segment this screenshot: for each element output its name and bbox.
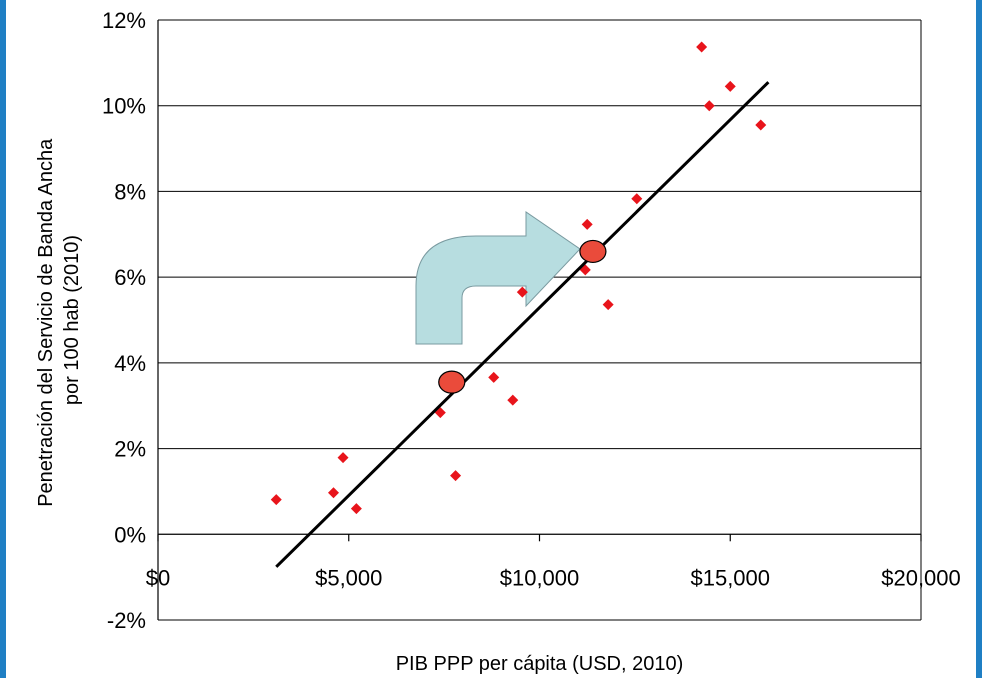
data-point xyxy=(703,100,715,112)
x-axis-label: PIB PPP per cápita (USD, 2010) xyxy=(396,653,684,675)
data-point xyxy=(350,503,362,515)
scatter-chart: -2% 0% 2% 4% 6% 8% 10% 12% $0 $5,000 $10,000 $15,0… xyxy=(35,8,961,675)
data-point xyxy=(696,41,708,53)
y-tick-label: 10% xyxy=(102,94,146,119)
data-point xyxy=(270,494,282,506)
x-tick-labels: $0 $5,000 $10,000 $15,000 $20,000 xyxy=(146,534,961,590)
y-axis-label: Penetración del Servicio de Banda Ancha … xyxy=(35,133,83,507)
y-tick-label: 6% xyxy=(114,265,146,290)
y-axis-label-line-1: Penetración del Servicio de Banda Ancha xyxy=(35,138,57,507)
trend-line xyxy=(275,81,770,568)
data-point xyxy=(450,470,462,482)
data-point xyxy=(337,452,349,464)
data-point xyxy=(755,119,767,131)
data-point xyxy=(516,286,528,298)
curved-arrow xyxy=(415,211,581,345)
data-point xyxy=(631,193,643,205)
grid-lines xyxy=(158,19,921,621)
highlight-marker xyxy=(579,239,607,264)
data-point xyxy=(581,218,593,230)
y-tick-label: 2% xyxy=(114,437,146,462)
data-point xyxy=(327,487,339,499)
x-tick-label: $20,000 xyxy=(881,565,961,590)
y-tick-label: 8% xyxy=(114,179,146,204)
data-point xyxy=(488,371,500,383)
y-axis-label-line-2: por 100 hab (2010) xyxy=(61,235,83,405)
axes xyxy=(157,20,922,621)
data-point xyxy=(507,394,519,406)
y-tick-label: 4% xyxy=(114,351,146,376)
data-point xyxy=(602,299,614,311)
x-tick-label: $10,000 xyxy=(500,565,580,590)
y-tick-label: 12% xyxy=(102,8,146,33)
x-tick-label: $0 xyxy=(146,565,170,590)
y-tick-label: 0% xyxy=(114,522,146,547)
x-tick-label: $15,000 xyxy=(690,565,770,590)
data-point xyxy=(724,80,736,92)
x-tick-label: $5,000 xyxy=(315,565,382,590)
data-points xyxy=(270,41,767,515)
highlight-markers xyxy=(438,239,607,394)
highlight-marker xyxy=(438,370,466,394)
y-tick-labels: -2% 0% 2% 4% 6% 8% 10% 12% xyxy=(102,8,146,633)
y-tick-label: -2% xyxy=(107,608,146,633)
